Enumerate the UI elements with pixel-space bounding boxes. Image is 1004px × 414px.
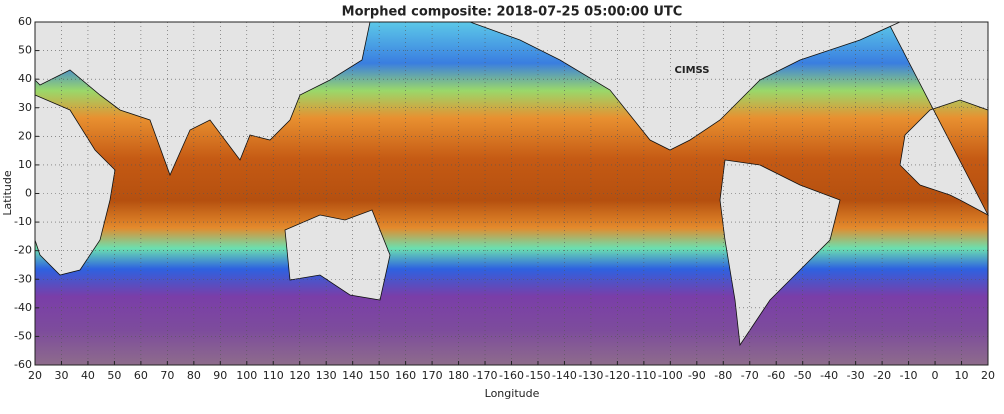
x-tick-label: 90 bbox=[213, 369, 227, 382]
x-tick-label: 160 bbox=[395, 369, 416, 382]
x-tick-label: 130 bbox=[316, 369, 337, 382]
x-tick-label: 20 bbox=[981, 369, 995, 382]
x-tick-label: -100 bbox=[658, 369, 683, 382]
plot-frame bbox=[34, 21, 989, 366]
x-tick-label: 100 bbox=[236, 369, 257, 382]
x-tick-label: 30 bbox=[54, 369, 68, 382]
x-tick-label: 110 bbox=[263, 369, 284, 382]
x-axis-label: Longitude bbox=[485, 387, 540, 400]
y-tick-label: -20 bbox=[14, 244, 32, 257]
eurasia bbox=[34, 21, 371, 177]
x-tick-label: 70 bbox=[160, 369, 174, 382]
x-tick-label: 80 bbox=[187, 369, 201, 382]
x-tick-label: -140 bbox=[552, 369, 577, 382]
x-tick-label: -70 bbox=[741, 369, 759, 382]
x-tick-label: 180 bbox=[448, 369, 469, 382]
africa-east bbox=[34, 94, 116, 276]
x-tick-label: -90 bbox=[688, 369, 706, 382]
x-tick-label: -50 bbox=[794, 369, 812, 382]
x-tick-label: 140 bbox=[342, 369, 363, 382]
y-tick-label: 40 bbox=[18, 72, 32, 85]
x-tick-label: -120 bbox=[605, 369, 630, 382]
x-tick-label: -20 bbox=[873, 369, 891, 382]
x-tick-label: -30 bbox=[847, 369, 865, 382]
x-tick-label: -10 bbox=[900, 369, 918, 382]
x-tick-label: 50 bbox=[107, 369, 121, 382]
x-tick-label: 40 bbox=[81, 369, 95, 382]
north-america bbox=[469, 21, 901, 151]
x-tick-label: -40 bbox=[820, 369, 838, 382]
x-tick-label: -150 bbox=[525, 369, 550, 382]
title: Morphed composite: 2018-07-25 05:00:00 U… bbox=[342, 5, 683, 20]
x-tick-label: 150 bbox=[369, 369, 390, 382]
continents bbox=[34, 21, 989, 347]
y-tick-label: 20 bbox=[18, 129, 32, 142]
x-tick-label: -170 bbox=[473, 369, 498, 382]
x-tick-label: -80 bbox=[714, 369, 732, 382]
x-tick-label: 120 bbox=[289, 369, 310, 382]
y-tick-label: 60 bbox=[18, 15, 32, 28]
x-tick-label: -130 bbox=[578, 369, 603, 382]
y-tick-label: -50 bbox=[14, 329, 32, 342]
x-tick-label: 60 bbox=[134, 369, 148, 382]
x-tick-label: -160 bbox=[499, 369, 524, 382]
x-tick-label: -60 bbox=[767, 369, 785, 382]
y-axis-label: Latitude bbox=[1, 170, 14, 216]
x-tick-label: 20 bbox=[28, 369, 42, 382]
y-tick-label: 50 bbox=[18, 44, 32, 57]
y-tick-label: -30 bbox=[14, 272, 32, 285]
x-tick-label: 10 bbox=[955, 369, 969, 382]
x-tick-label: -110 bbox=[631, 369, 656, 382]
x-tick-label: 0 bbox=[932, 369, 939, 382]
australia bbox=[284, 209, 391, 301]
y-tick-label: -60 bbox=[14, 358, 32, 371]
y-tick-label: -10 bbox=[14, 215, 32, 228]
y-tick-label: -40 bbox=[14, 301, 32, 314]
x-tick-label: 170 bbox=[422, 369, 443, 382]
y-tick-label: 30 bbox=[18, 101, 32, 114]
y-tick-label: 10 bbox=[18, 158, 32, 171]
y-tick-label: 0 bbox=[25, 187, 32, 200]
logo: CIMSS bbox=[675, 65, 710, 76]
